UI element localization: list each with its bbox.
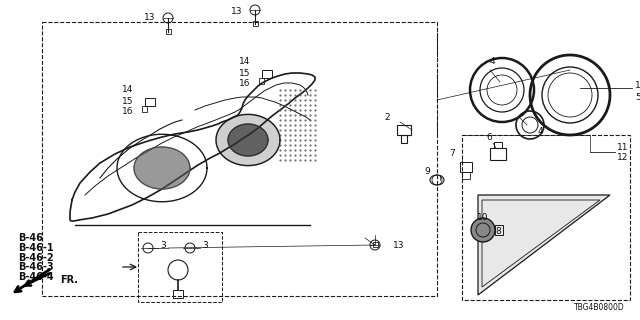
Text: 13: 13 xyxy=(393,241,404,250)
Text: 10: 10 xyxy=(477,213,489,222)
Text: 15: 15 xyxy=(122,97,133,106)
Bar xyxy=(397,125,411,135)
Bar xyxy=(462,172,470,179)
Text: 3: 3 xyxy=(160,242,166,251)
Text: B-46-2: B-46-2 xyxy=(18,252,54,263)
Bar xyxy=(138,232,222,302)
Bar xyxy=(142,106,147,112)
Text: B-46-3: B-46-3 xyxy=(18,262,54,272)
Text: 5: 5 xyxy=(635,93,640,102)
Text: FR.: FR. xyxy=(60,275,78,285)
Text: 3: 3 xyxy=(202,242,208,251)
Text: 13: 13 xyxy=(231,7,243,17)
Bar xyxy=(490,148,506,160)
Text: B-46-4: B-46-4 xyxy=(18,272,54,282)
Text: 6: 6 xyxy=(486,133,492,142)
Bar xyxy=(494,142,502,148)
Text: 16: 16 xyxy=(122,108,133,116)
Polygon shape xyxy=(134,147,190,189)
Bar xyxy=(173,290,183,298)
Text: B-46-1: B-46-1 xyxy=(18,243,54,253)
Polygon shape xyxy=(216,115,280,165)
Text: 9: 9 xyxy=(424,167,430,177)
Text: 15: 15 xyxy=(239,68,250,77)
Bar xyxy=(42,22,437,296)
Polygon shape xyxy=(228,124,268,156)
Bar xyxy=(495,225,503,235)
Text: 4: 4 xyxy=(489,58,495,67)
Text: 4: 4 xyxy=(537,127,543,137)
Text: 2: 2 xyxy=(385,114,390,123)
Bar xyxy=(253,21,257,26)
Text: 14: 14 xyxy=(122,85,133,94)
Text: 13: 13 xyxy=(144,13,156,22)
Bar xyxy=(145,98,155,106)
Text: 16: 16 xyxy=(239,79,250,89)
Bar xyxy=(259,78,264,84)
Text: B-46: B-46 xyxy=(18,233,43,244)
Bar xyxy=(372,242,378,247)
Text: 1: 1 xyxy=(635,82,640,91)
Text: 12: 12 xyxy=(617,154,628,163)
Text: 8: 8 xyxy=(495,228,501,236)
Text: TBG4B0800D: TBG4B0800D xyxy=(574,303,625,312)
Polygon shape xyxy=(478,195,610,295)
Text: 11: 11 xyxy=(617,143,628,153)
Bar xyxy=(462,135,630,300)
Bar xyxy=(166,29,170,34)
Text: 14: 14 xyxy=(239,58,250,67)
Bar xyxy=(401,135,407,143)
Text: 7: 7 xyxy=(449,148,455,157)
Bar xyxy=(460,162,472,172)
Circle shape xyxy=(471,218,495,242)
Bar xyxy=(262,70,272,78)
